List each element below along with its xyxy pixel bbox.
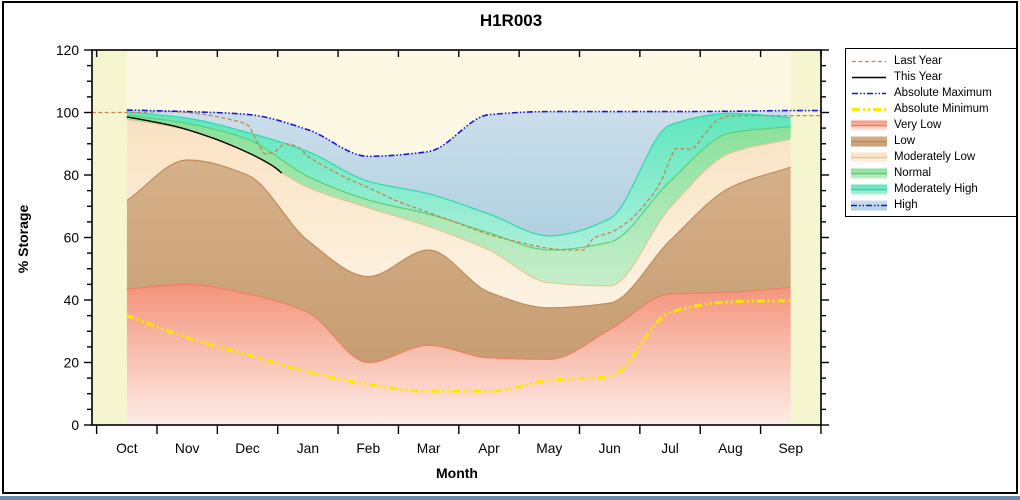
no-data-strip-right xyxy=(790,50,821,425)
legend-sample-line xyxy=(852,107,886,111)
legend-label: Moderately Low xyxy=(894,151,976,163)
legend-label: Moderately High xyxy=(894,183,978,195)
legend-item-this-year: This Year xyxy=(846,69,1016,85)
x-tick-label-nov: Nov xyxy=(175,441,200,456)
x-tick-label-dec: Dec xyxy=(235,441,260,456)
legend-sample-line xyxy=(852,60,886,62)
last-year-line xyxy=(91,110,821,251)
band-normal xyxy=(126,115,791,286)
y-tick-label-40: 40 xyxy=(64,293,80,308)
band-moderately-low xyxy=(126,119,791,308)
absolute-minimum-line xyxy=(126,299,791,393)
legend-label: Low xyxy=(894,135,916,147)
x-tick-label-oct: Oct xyxy=(116,441,138,456)
legend-label: Normal xyxy=(894,167,932,179)
x-tick-label-may: May xyxy=(536,441,562,456)
axis-ticks xyxy=(84,49,829,434)
legend-item-moderately-high: Moderately High xyxy=(846,181,1016,197)
band-edge-low xyxy=(126,159,791,309)
legend-sample-line xyxy=(852,76,886,78)
absolute-maximum-line xyxy=(126,109,821,158)
band-edge-moderately-high xyxy=(126,111,791,237)
legend-label: This Year xyxy=(894,71,942,83)
y-tick-label-100: 100 xyxy=(56,106,79,121)
legend-item-absolute-minimum: Absolute Minimum xyxy=(846,101,1016,117)
band-edge-very-low xyxy=(126,283,791,364)
x-tick-label-aug: Aug xyxy=(718,441,743,456)
legend-sample-band xyxy=(851,136,887,146)
legend-item-very-low: Very Low xyxy=(846,117,1016,133)
percentile-bands xyxy=(126,110,791,425)
legend-label: Last Year xyxy=(894,55,942,67)
legend-item-high: High xyxy=(846,197,1016,213)
legend-sample-band xyxy=(851,120,887,130)
no-data-strip-left xyxy=(92,50,127,425)
legend-sample-band xyxy=(851,168,887,178)
legend-item-absolute-maximum: Absolute Maximum xyxy=(846,85,1016,101)
this-year-line xyxy=(126,116,283,174)
band-low xyxy=(126,160,791,363)
legend-item-low: Low xyxy=(846,133,1016,149)
legend-box: Last Year This Year Absolute Maximum Absolu… xyxy=(845,48,1017,217)
band-edge-normal xyxy=(126,114,791,251)
legend-item-last-year: Last Year xyxy=(846,53,1016,69)
x-tick-label-jun: Jun xyxy=(599,441,621,456)
legend-label: Absolute Minimum xyxy=(894,103,989,115)
legend-sample-band xyxy=(851,184,887,194)
x-tick-label-mar: Mar xyxy=(417,441,441,456)
legend-label: Absolute Maximum xyxy=(894,87,992,99)
legend-sample-line xyxy=(852,92,886,94)
x-axis-title: Month xyxy=(436,465,478,481)
chart-canvas: 0 20 40 60 80 100 120 Oct Nov Dec Jan Feb Mar Apr May J… xyxy=(56,43,829,456)
legend-sample-band xyxy=(851,152,887,162)
y-tick-label-80: 80 xyxy=(64,168,80,183)
legend-sample-band xyxy=(851,200,887,210)
y-tick-label-0: 0 xyxy=(71,418,79,433)
y-tick-label-120: 120 xyxy=(56,43,79,58)
legend-item-moderately-low: Moderately Low xyxy=(846,149,1016,165)
background-window-edge xyxy=(0,496,1020,500)
x-tick-label-feb: Feb xyxy=(356,441,380,456)
x-tick-label-apr: Apr xyxy=(478,441,500,456)
x-tick-label-sep: Sep xyxy=(778,441,803,456)
band-very-low xyxy=(126,284,791,425)
chart-title: H1R003 xyxy=(479,11,543,30)
y-tick-label-20: 20 xyxy=(64,356,80,371)
legend-label: High xyxy=(894,199,918,211)
y-tick-label-60: 60 xyxy=(64,231,80,246)
legend-label: Very Low xyxy=(894,119,942,131)
band-high xyxy=(126,110,791,236)
x-tick-label-jan: Jan xyxy=(297,441,319,456)
x-tick-label-jul: Jul xyxy=(661,441,679,456)
legend-item-normal: Normal xyxy=(846,165,1016,181)
